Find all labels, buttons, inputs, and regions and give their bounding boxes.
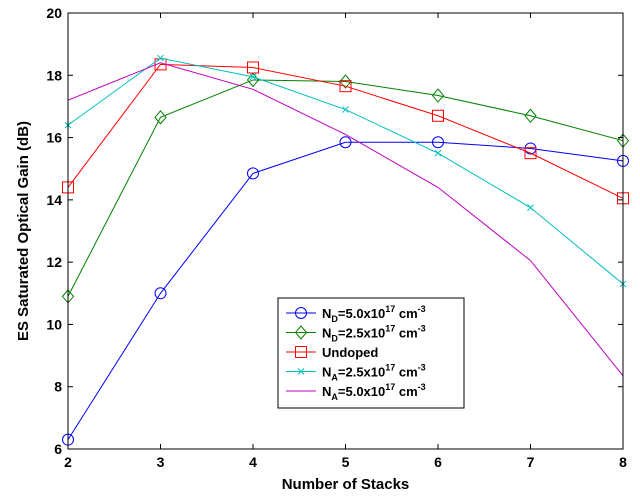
legend-label-sup: 17 [385, 304, 395, 314]
legend-label-main: N [322, 365, 331, 380]
legend-label: Undoped [322, 345, 378, 360]
x-tick-label: 8 [619, 454, 627, 470]
data-point-x [528, 205, 534, 211]
series-3 [63, 59, 629, 204]
x-tick-label: 5 [342, 454, 350, 470]
y-axis-label: ES Saturated Optical Gain (dB) [15, 121, 32, 341]
legend-label-main: Undoped [322, 345, 378, 360]
x-tick-label: 7 [527, 454, 535, 470]
legend-label-unit_sup: -3 [418, 324, 426, 334]
x-tick-label: 2 [64, 454, 72, 470]
legend: ND=5.0x1017 cm-3ND=2.5x1017 cm-3UndopedN… [278, 298, 464, 408]
x-tick-label: 6 [434, 454, 442, 470]
legend-label-main: N [322, 306, 331, 321]
legend-label-sup: 17 [385, 324, 395, 334]
legend-label-unit: cm [395, 365, 417, 380]
y-tick-label: 10 [46, 316, 62, 332]
legend-label-unit_sup: -3 [418, 382, 426, 392]
data-point-x [435, 150, 441, 156]
y-tick-label: 18 [46, 67, 62, 83]
legend-label-sup: 17 [385, 382, 395, 392]
y-tick-label: 16 [46, 130, 62, 146]
legend-label-mid: =5.0x10 [338, 306, 385, 321]
legend-label-mid: =5.0x10 [338, 384, 385, 399]
legend-label-unit_sup: -3 [418, 304, 426, 314]
x-tick-label: 3 [157, 454, 165, 470]
x-tick-label: 4 [249, 454, 257, 470]
y-tick-label: 6 [54, 441, 62, 457]
legend-label-unit: cm [395, 326, 417, 341]
y-tick-label: 12 [46, 254, 62, 270]
legend-label-main: N [322, 384, 331, 399]
series-2 [63, 73, 629, 302]
y-tick-label: 14 [46, 192, 62, 208]
legend-label-mid: =2.5x10 [338, 326, 385, 341]
legend-label-mid: =2.5x10 [338, 365, 385, 380]
y-tick-label: 20 [46, 5, 62, 21]
legend-label-unit: cm [395, 306, 417, 321]
series-4 [65, 55, 626, 287]
legend-label-unit: cm [395, 384, 417, 399]
data-point-x [343, 107, 349, 113]
legend-label-main: N [322, 326, 331, 341]
series-line [68, 80, 623, 296]
series-line [68, 64, 623, 198]
x-axis-label: Number of Stacks [282, 476, 410, 493]
y-tick-label: 8 [54, 379, 62, 395]
legend-label-sup: 17 [385, 363, 395, 373]
legend-label-unit_sup: -3 [418, 363, 426, 373]
